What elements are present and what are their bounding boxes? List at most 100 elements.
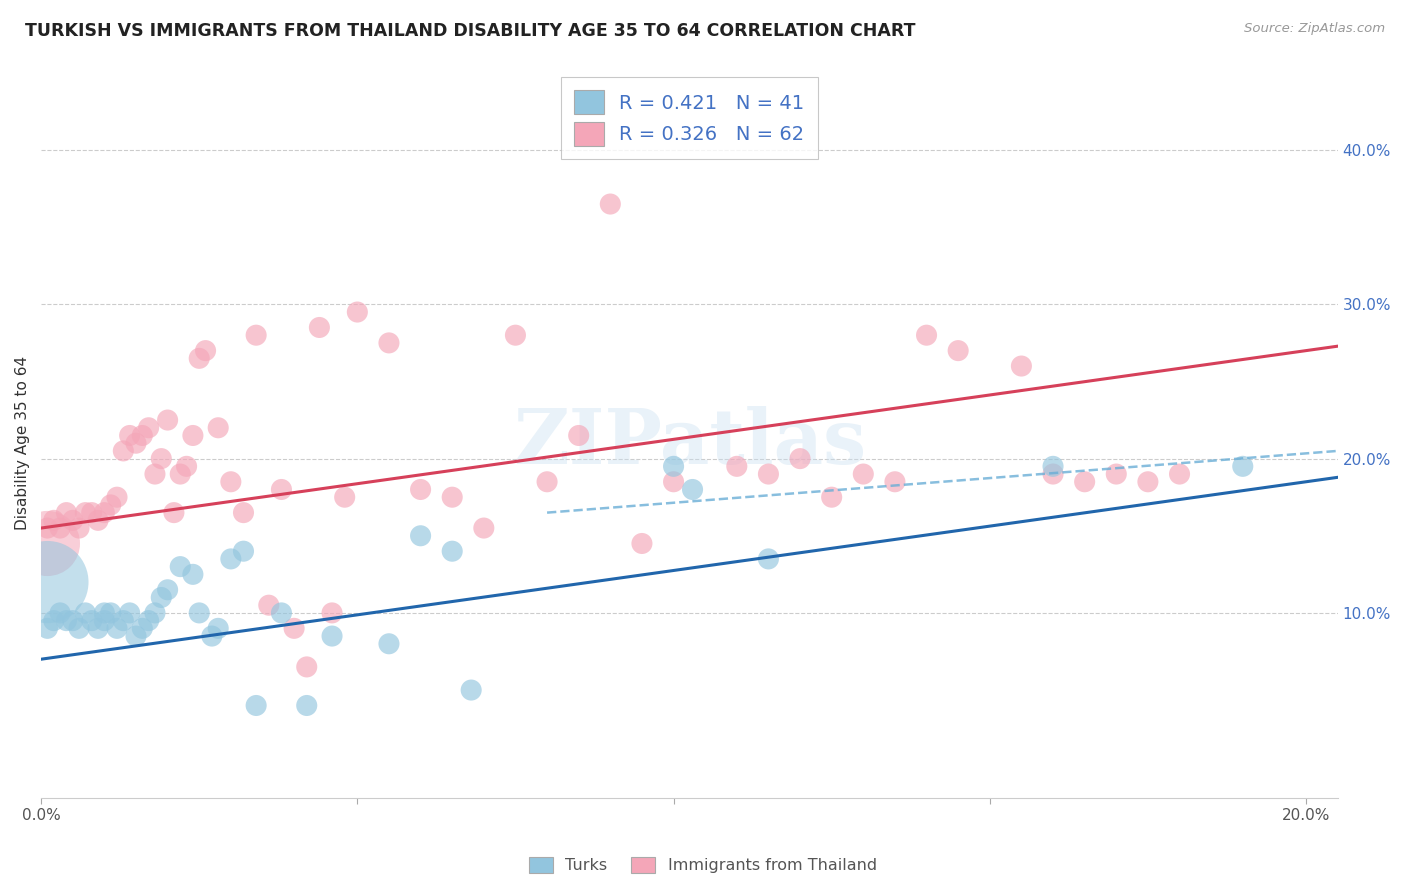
Point bbox=[232, 544, 254, 558]
Point bbox=[295, 660, 318, 674]
Point bbox=[118, 428, 141, 442]
Point bbox=[245, 698, 267, 713]
Point bbox=[100, 606, 122, 620]
Point bbox=[37, 521, 59, 535]
Point bbox=[80, 506, 103, 520]
Point bbox=[460, 683, 482, 698]
Point bbox=[131, 428, 153, 442]
Point bbox=[283, 621, 305, 635]
Point bbox=[219, 552, 242, 566]
Point bbox=[181, 567, 204, 582]
Point bbox=[207, 621, 229, 635]
Point bbox=[1073, 475, 1095, 489]
Point bbox=[378, 637, 401, 651]
Point bbox=[87, 621, 110, 635]
Point bbox=[631, 536, 654, 550]
Point bbox=[131, 621, 153, 635]
Point bbox=[93, 506, 115, 520]
Point bbox=[472, 521, 495, 535]
Point bbox=[75, 606, 97, 620]
Legend: Turks, Immigrants from Thailand: Turks, Immigrants from Thailand bbox=[522, 850, 884, 880]
Point bbox=[915, 328, 938, 343]
Point bbox=[67, 521, 90, 535]
Point bbox=[207, 421, 229, 435]
Point bbox=[150, 451, 173, 466]
Point bbox=[219, 475, 242, 489]
Point bbox=[42, 513, 65, 527]
Point bbox=[758, 552, 780, 566]
Point bbox=[138, 421, 160, 435]
Point bbox=[87, 513, 110, 527]
Point bbox=[789, 451, 811, 466]
Point bbox=[194, 343, 217, 358]
Point bbox=[100, 498, 122, 512]
Point bbox=[112, 614, 135, 628]
Point bbox=[1010, 359, 1032, 373]
Point bbox=[884, 475, 907, 489]
Point bbox=[105, 621, 128, 635]
Point bbox=[321, 629, 343, 643]
Point bbox=[67, 621, 90, 635]
Point bbox=[93, 614, 115, 628]
Point bbox=[143, 467, 166, 481]
Point bbox=[37, 536, 59, 550]
Point bbox=[62, 513, 84, 527]
Point bbox=[181, 428, 204, 442]
Point bbox=[37, 621, 59, 635]
Point bbox=[188, 606, 211, 620]
Point bbox=[1232, 459, 1254, 474]
Point bbox=[49, 606, 72, 620]
Point bbox=[270, 606, 292, 620]
Point bbox=[333, 490, 356, 504]
Text: ZIPatlas: ZIPatlas bbox=[513, 406, 866, 480]
Point bbox=[150, 591, 173, 605]
Point bbox=[112, 444, 135, 458]
Point bbox=[156, 582, 179, 597]
Point bbox=[725, 459, 748, 474]
Point bbox=[1105, 467, 1128, 481]
Point bbox=[42, 614, 65, 628]
Point bbox=[409, 483, 432, 497]
Point bbox=[169, 467, 191, 481]
Point bbox=[156, 413, 179, 427]
Point bbox=[821, 490, 844, 504]
Point bbox=[201, 629, 224, 643]
Point bbox=[93, 606, 115, 620]
Point bbox=[505, 328, 527, 343]
Point bbox=[188, 351, 211, 366]
Point bbox=[441, 490, 464, 504]
Point bbox=[169, 559, 191, 574]
Point bbox=[946, 343, 969, 358]
Point bbox=[125, 436, 148, 450]
Point bbox=[245, 328, 267, 343]
Point bbox=[138, 614, 160, 628]
Point bbox=[125, 629, 148, 643]
Point bbox=[105, 490, 128, 504]
Point bbox=[176, 459, 198, 474]
Point bbox=[662, 475, 685, 489]
Point bbox=[378, 335, 401, 350]
Text: Source: ZipAtlas.com: Source: ZipAtlas.com bbox=[1244, 22, 1385, 36]
Point bbox=[1168, 467, 1191, 481]
Point bbox=[1042, 459, 1064, 474]
Point bbox=[295, 698, 318, 713]
Point bbox=[80, 614, 103, 628]
Point bbox=[536, 475, 558, 489]
Point bbox=[599, 197, 621, 211]
Point bbox=[441, 544, 464, 558]
Point bbox=[758, 467, 780, 481]
Point bbox=[409, 529, 432, 543]
Point bbox=[118, 606, 141, 620]
Point bbox=[55, 614, 77, 628]
Point bbox=[62, 614, 84, 628]
Point bbox=[346, 305, 368, 319]
Point bbox=[143, 606, 166, 620]
Text: TURKISH VS IMMIGRANTS FROM THAILAND DISABILITY AGE 35 TO 64 CORRELATION CHART: TURKISH VS IMMIGRANTS FROM THAILAND DISA… bbox=[25, 22, 915, 40]
Point bbox=[257, 598, 280, 612]
Point bbox=[163, 506, 186, 520]
Point bbox=[682, 483, 704, 497]
Point bbox=[308, 320, 330, 334]
Point bbox=[55, 506, 77, 520]
Point bbox=[49, 521, 72, 535]
Point bbox=[270, 483, 292, 497]
